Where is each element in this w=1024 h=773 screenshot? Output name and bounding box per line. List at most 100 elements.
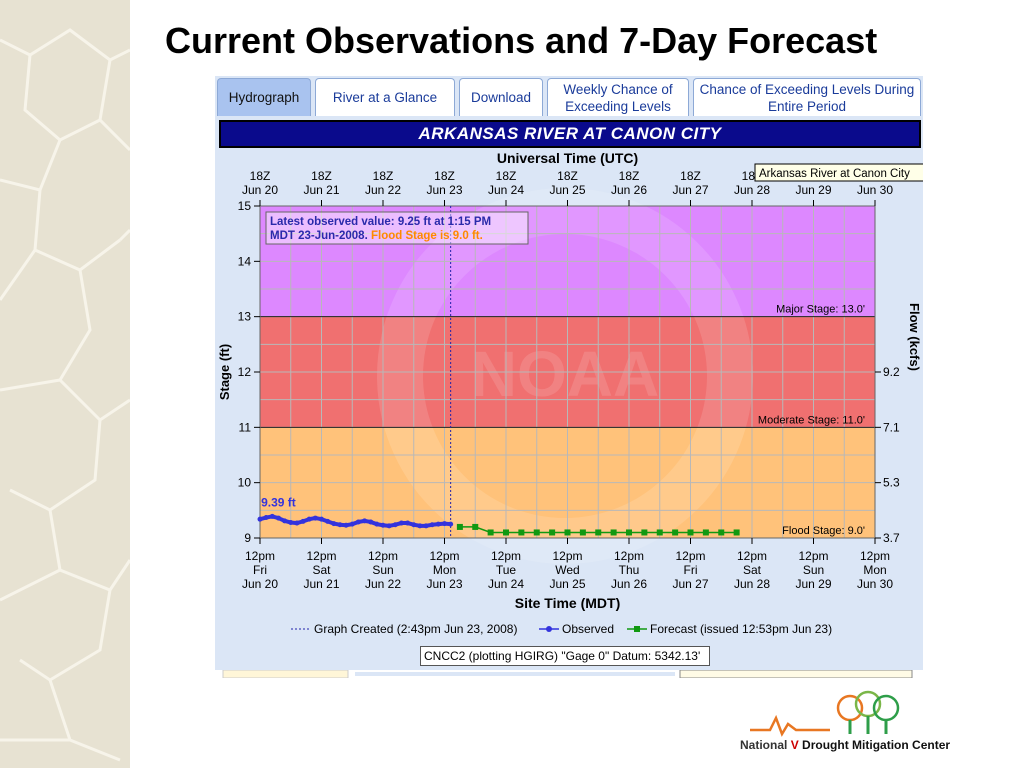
- bottom-tick-day: Mon: [433, 563, 456, 577]
- y2-tick-label: 7.1: [883, 420, 900, 434]
- observed-point: [349, 521, 355, 527]
- tab-river-at-a-glance[interactable]: River at a Glance: [315, 78, 455, 116]
- tab-chance-entire-period[interactable]: Chance of Exceeding Levels During Entire…: [693, 78, 921, 116]
- top-tick-date: Jun 23: [426, 183, 462, 197]
- top-tick-date: Jun 29: [795, 183, 831, 197]
- bottom-tick-day: Sun: [372, 563, 393, 577]
- bottom-tick-date: Jun 25: [549, 577, 585, 591]
- top-tick-date: Jun 22: [365, 183, 401, 197]
- observed-point: [423, 523, 429, 529]
- bottom-tick-day: Sun: [803, 563, 824, 577]
- forecast-point: [456, 523, 463, 530]
- observed-point: [368, 519, 374, 525]
- observed-point: [294, 520, 300, 526]
- x-axis-label: Site Time (MDT): [515, 595, 621, 611]
- top-tick-date: Jun 21: [303, 183, 339, 197]
- top-tick-hour: 18Z: [496, 169, 517, 183]
- forecast-point: [610, 529, 617, 536]
- forecast-point: [687, 529, 694, 536]
- tab-weekly-chance[interactable]: Weekly Chance of Exceeding Levels: [547, 78, 689, 116]
- tab-hydrograph[interactable]: Hydrograph: [217, 78, 311, 116]
- forecast-point: [518, 529, 525, 536]
- y2-tick-label: 5.3: [883, 476, 900, 490]
- forecast-point: [472, 523, 479, 530]
- forecast-point: [487, 529, 494, 536]
- top-axis-title: Universal Time (UTC): [497, 150, 638, 166]
- y-axis-label: Stage (ft): [217, 344, 232, 400]
- bottom-tick-day: Fri: [684, 563, 698, 577]
- bottom-tick-hour: 12pm: [675, 549, 705, 563]
- observed-point: [411, 522, 417, 528]
- forecast-point: [564, 529, 571, 536]
- latest-observation-annotation: Latest observed value: 9.25 ft at 1:15 P…: [265, 211, 529, 245]
- bottom-tick-day: Mon: [863, 563, 886, 577]
- bottom-tick-day: Fri: [253, 563, 267, 577]
- top-tick-hour: 18Z: [311, 169, 332, 183]
- location-tooltip: Arkansas River at Canon City: [754, 163, 923, 182]
- forecast-point: [549, 529, 556, 536]
- observed-point: [362, 518, 368, 524]
- observed-point: [337, 522, 343, 528]
- top-tick-date: Jun 30: [857, 183, 893, 197]
- y2-tick-label: 9.2: [883, 365, 900, 379]
- observed-point: [429, 522, 435, 528]
- watermark-text: NOAA: [471, 338, 659, 410]
- bottom-tick-date: Jun 24: [488, 577, 524, 591]
- y-tick-label: 13: [238, 310, 252, 324]
- forecast-point: [626, 529, 632, 536]
- annotation-box: [265, 211, 529, 245]
- y-tick-label: 11: [239, 420, 252, 434]
- stage-label: Flood Stage: 9.0': [782, 525, 865, 537]
- bottom-tick-date: Jun 30: [857, 577, 893, 591]
- top-tick-date: Jun 24: [488, 183, 524, 197]
- bottom-tick-hour: 12pm: [860, 549, 890, 563]
- bottom-tick-date: Jun 28: [734, 577, 770, 591]
- cracked-earth-pattern: [0, 28, 132, 762]
- forecast-point: [579, 529, 586, 536]
- top-tick-hour: 18Z: [250, 169, 271, 183]
- observed-point: [312, 515, 318, 521]
- top-tick-date: Jun 27: [672, 183, 708, 197]
- top-tick-hour: 18Z: [619, 169, 640, 183]
- bottom-tick-day: Wed: [555, 563, 579, 577]
- observed-point: [288, 520, 294, 526]
- bottom-tick-date: Jun 22: [365, 577, 401, 591]
- bottom-tick-date: Jun 26: [611, 577, 647, 591]
- forecast-point: [733, 529, 740, 536]
- chart-banner-title: ARKANSAS RIVER AT CANON CITY: [219, 120, 921, 148]
- tree-logo-icon: [750, 690, 900, 737]
- observed-point: [300, 518, 306, 524]
- observed-point: [435, 521, 441, 527]
- annotation-line1: Latest observed value: 9.25 ft at 1:15 P…: [270, 216, 491, 228]
- chart-legend: Graph Created (2:43pm Jun 23, 2008) Obser…: [291, 622, 832, 636]
- hydrograph-chart: NOAA Major Stage: 13.0' Moderate Stage: 11…: [217, 150, 923, 636]
- bottom-tick-hour: 12pm: [552, 549, 582, 563]
- tooltip-box: [754, 163, 923, 182]
- noaa-watermark: NOAA: [377, 188, 753, 564]
- y-tick-label: 14: [238, 254, 252, 268]
- stage-label: Moderate Stage: 11.0': [758, 414, 865, 426]
- observed-point: [448, 521, 454, 527]
- tab-download[interactable]: Download: [459, 78, 543, 116]
- observed-point: [355, 519, 361, 525]
- bottom-tick-hour: 12pm: [429, 549, 459, 563]
- annotation-line2: MDT 23-Jun-2008. Flood Stage is 9.0 ft.: [270, 230, 483, 242]
- peak-value-label: 9.39 ft: [261, 495, 296, 509]
- bottom-tick-day: Tue: [496, 563, 517, 577]
- slide-title: Current Observations and 7-Day Forecast: [165, 20, 878, 61]
- observed-point: [331, 521, 337, 527]
- observed-point: [380, 522, 386, 528]
- forecast-point: [672, 529, 679, 536]
- watermark-ring: [377, 188, 753, 564]
- forecast-point: [702, 529, 709, 536]
- bottom-tick-hour: 12pm: [491, 549, 521, 563]
- y-tick-label: 12: [238, 365, 252, 379]
- top-tick-date: Jun 25: [549, 183, 585, 197]
- bottom-tick-day: Sat: [312, 563, 331, 577]
- forecast-point: [533, 529, 540, 536]
- observed-point: [269, 513, 275, 519]
- top-tick-hour: 18Z: [557, 169, 578, 183]
- observed-point: [392, 522, 398, 528]
- y-tick-label: 9: [244, 531, 251, 545]
- observed-point: [263, 515, 269, 521]
